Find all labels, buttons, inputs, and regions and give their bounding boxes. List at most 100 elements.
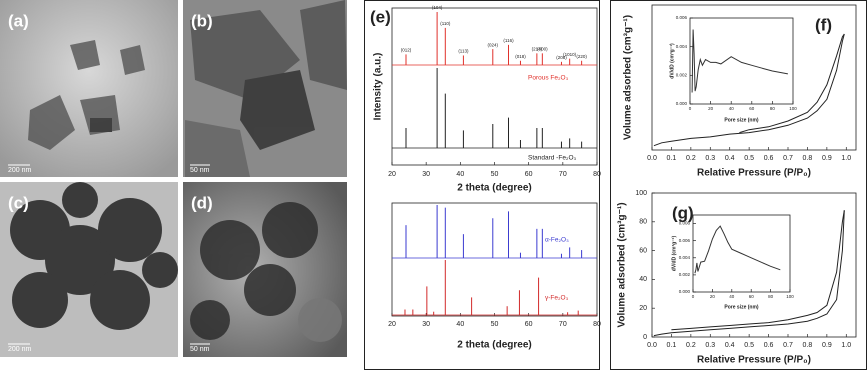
image-label: (c) (8, 193, 29, 212)
y-tick-label: 0.004 (676, 44, 688, 49)
x-tick-label: 0.6 (764, 155, 774, 162)
x-axis-label: Pore size (nm) (724, 117, 759, 123)
x-tick-label: 60 (749, 294, 755, 299)
x-tick-label: 50 (491, 321, 499, 328)
x-tick-label: 0.0 (647, 155, 657, 162)
x-tick-label: 0.1 (667, 342, 677, 349)
legend-label: Porous Fe₂O₃ (528, 75, 569, 82)
x-tick-label: 80 (770, 106, 776, 111)
y-tick-label: 0.002 (676, 73, 688, 78)
y-tick-label: 0.006 (679, 238, 691, 243)
x-tick-label: 0.8 (803, 342, 813, 349)
scale-bar-label: 200 nm (8, 167, 32, 174)
x-tick-label: 100 (789, 106, 797, 111)
x-tick-label: 0.7 (783, 155, 793, 162)
x-axis-label: Pore size (nm) (724, 304, 759, 310)
y-axis-label: Intensity (a.u.) (373, 53, 384, 121)
curve (739, 33, 845, 134)
x-tick-label: 40 (729, 106, 735, 111)
y-axis-label: dV/dD (cm³g⁻¹) (669, 43, 675, 79)
y-axis-label: Volume adsorbed (cm³g⁻¹) (623, 15, 634, 140)
x-tick-label: 0.1 (667, 155, 677, 162)
x-axis-label: 2 theta (degree) (457, 340, 531, 351)
panel-label: (g) (672, 203, 694, 222)
x-tick-label: 0.5 (744, 342, 754, 349)
x-tick-label: 0.7 (783, 342, 793, 349)
x-tick-label: 20 (388, 171, 396, 178)
panel-label: (f) (815, 15, 832, 34)
x-axis-label: Relative Pressure (P/P₀) (697, 168, 811, 179)
peak-label: (208) (556, 55, 567, 60)
image-label: (a) (8, 11, 29, 30)
peak-label: (220) (576, 54, 587, 59)
y-tick-label: 0.006 (676, 15, 688, 20)
peak-label: (024) (488, 42, 499, 47)
y-tick-label: 0.000 (676, 101, 688, 106)
x-tick-label: 70 (559, 171, 567, 178)
x-tick-label: 1.0 (841, 342, 851, 349)
curve (653, 210, 845, 337)
peak-label: (113) (458, 49, 469, 54)
y-axis-label: dV/dD (cm³g⁻¹) (671, 235, 677, 271)
y-tick-label: 0.002 (679, 272, 691, 277)
peak-label: (214) (532, 47, 543, 52)
y-tick-label: 0 (643, 334, 647, 341)
legend-label: α-Fe₂O₃ (545, 237, 569, 244)
x-tick-label: 0.9 (822, 342, 832, 349)
x-tick-label: 50 (491, 171, 499, 178)
x-axis-label: 2 theta (degree) (457, 183, 531, 194)
curve (671, 210, 845, 331)
panel-frame (610, 0, 867, 370)
x-tick-label: 20 (708, 106, 714, 111)
peak-label: (300) (537, 47, 548, 52)
plot-frame (651, 192, 857, 338)
curve (653, 33, 845, 147)
peak-label: (116) (503, 38, 514, 43)
x-tick-label: 0.5 (744, 155, 754, 162)
x-tick-label: 80 (768, 294, 774, 299)
y-tick-label: 20 (639, 305, 647, 312)
panel-frame (364, 0, 600, 370)
x-tick-label: 30 (422, 171, 430, 178)
curve (694, 225, 781, 274)
scale-bar-label: 200 nm (8, 346, 32, 353)
peak-label: (018) (515, 54, 526, 59)
x-tick-label: 80 (593, 321, 601, 328)
x-tick-label: 100 (786, 294, 794, 299)
x-tick-label: 0 (692, 294, 695, 299)
x-tick-label: 30 (422, 321, 430, 328)
x-tick-label: 1.0 (841, 155, 851, 162)
peak-label: (012) (401, 48, 412, 53)
x-tick-label: 40 (456, 321, 464, 328)
peak-label: (110) (440, 21, 451, 26)
panel-label: (e) (370, 7, 391, 26)
scale-bar-label: 50 nm (190, 346, 210, 353)
plot-frame (651, 4, 857, 151)
x-tick-label: 40 (729, 294, 735, 299)
x-tick-label: 60 (525, 171, 533, 178)
x-tick-label: 0.4 (725, 342, 735, 349)
x-tick-label: 0.3 (705, 155, 715, 162)
curve (691, 29, 788, 93)
x-tick-label: 60 (525, 321, 533, 328)
y-tick-label: 80 (639, 219, 647, 226)
x-tick-label: 20 (388, 321, 396, 328)
y-tick-label: 60 (639, 247, 647, 254)
y-axis-label: Volume adsorbed (cm³g⁻¹) (617, 202, 628, 327)
y-tick-label: 0.004 (679, 255, 691, 260)
legend-label: Standard -Fe₂O₃ (528, 155, 577, 162)
x-tick-label: 0.9 (822, 155, 832, 162)
image-label: (d) (191, 193, 213, 212)
peak-label: (104) (432, 5, 443, 10)
x-tick-label: 0 (689, 106, 692, 111)
x-tick-label: 0.2 (686, 155, 696, 162)
x-tick-label: 70 (559, 321, 567, 328)
y-tick-label: 0.000 (679, 289, 691, 294)
legend-label: γ-Fe₂O₃ (545, 295, 569, 302)
x-tick-label: 0.6 (764, 342, 774, 349)
x-tick-label: 0.0 (647, 342, 657, 349)
x-axis-label: Relative Pressure (P/P₀) (697, 355, 811, 366)
tem-image (0, 0, 178, 177)
scale-bar-label: 50 nm (190, 167, 210, 174)
